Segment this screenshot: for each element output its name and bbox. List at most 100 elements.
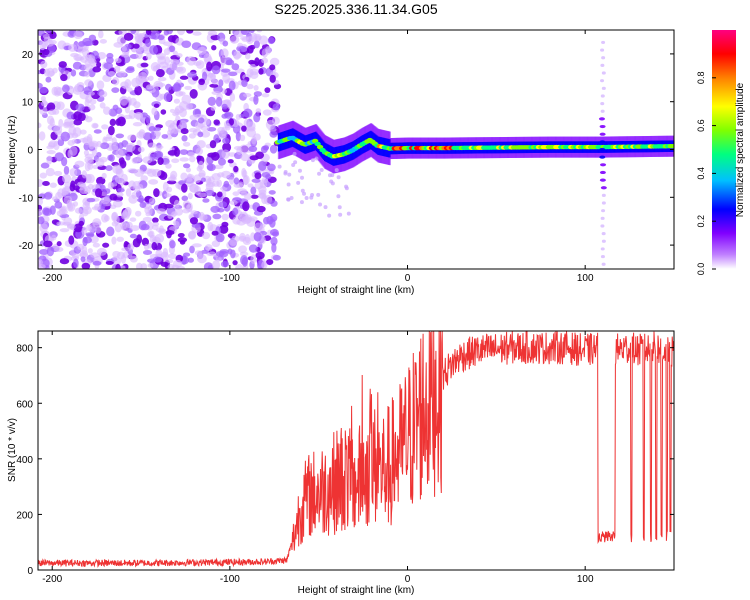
noise-blob — [39, 172, 47, 179]
noise-blob — [72, 61, 82, 70]
noise-blob — [158, 61, 169, 69]
noise-blob — [156, 208, 167, 215]
noise-blob — [233, 50, 241, 60]
noise-blob — [109, 193, 118, 201]
noise-blob — [158, 229, 167, 235]
noise-blob — [242, 169, 248, 178]
noise-blob — [91, 149, 98, 156]
noise-blob — [250, 254, 257, 264]
noise-blob — [239, 134, 246, 142]
vertical-spike-blob — [600, 247, 605, 251]
noise-blob — [103, 106, 111, 115]
noise-blob — [53, 125, 63, 134]
noise-blob — [78, 41, 86, 47]
noise-blob — [153, 188, 160, 198]
noise-blob — [84, 98, 90, 108]
noise-blob — [261, 93, 270, 98]
snr-ytick-label: 600 — [16, 399, 33, 410]
noise-blob — [81, 262, 91, 269]
noise-blob — [229, 200, 238, 206]
figure-title: S225.2025.336.11.34.G05 — [274, 1, 437, 17]
noise-blob — [215, 233, 225, 243]
noise-blob — [94, 188, 103, 198]
colorbar: 0.0 0.2 0.4 0.6 0.8 Normalized spectral ampl… — [696, 30, 746, 275]
noise-blob — [221, 221, 229, 228]
noise-blob — [82, 206, 92, 215]
noise-blob — [194, 250, 203, 256]
noise-blob — [224, 79, 230, 84]
spectrogram-ytick-label: -20 — [19, 241, 34, 252]
noise-blob — [262, 145, 269, 151]
noise-blob — [178, 91, 186, 96]
noise-blob — [139, 201, 147, 209]
spectrogram-ylabel: Frequency (Hz) — [7, 116, 18, 185]
noise-blob — [38, 198, 44, 206]
noise-blob — [118, 30, 127, 36]
noise-blob — [248, 145, 258, 152]
noise-blob — [206, 126, 217, 132]
noise-blob — [238, 245, 247, 254]
noise-blob — [122, 208, 131, 218]
noise-blob — [72, 127, 82, 137]
noise-blob — [160, 261, 169, 267]
noise-blob — [253, 94, 259, 105]
noise-blob — [79, 129, 87, 135]
noise-blob — [245, 52, 251, 60]
noise-blob — [143, 132, 153, 141]
vertical-spike-blob — [601, 262, 606, 266]
scatter-blob — [304, 196, 309, 201]
noise-blob — [123, 32, 134, 41]
scatter-blob — [338, 212, 343, 217]
noise-blob — [119, 95, 129, 106]
noise-blob — [205, 182, 216, 188]
noise-blob — [140, 175, 148, 182]
noise-blob — [111, 137, 118, 147]
noise-blob — [145, 114, 151, 124]
noise-blob — [60, 131, 71, 142]
noise-blob — [156, 52, 167, 59]
noise-blob — [212, 260, 221, 269]
spectrogram-xtick-label: 100 — [577, 273, 594, 284]
noise-blob — [261, 171, 271, 178]
vertical-spike-blob — [598, 117, 605, 121]
noise-blob — [130, 225, 140, 231]
noise-blob — [92, 164, 99, 170]
noise-blob — [184, 85, 192, 90]
noise-blob — [193, 174, 202, 183]
noise-blob — [146, 84, 154, 90]
noise-blob — [77, 243, 85, 251]
noise-blob — [223, 57, 233, 66]
noise-blob — [124, 79, 132, 89]
noise-blob — [240, 30, 250, 35]
noise-blob — [210, 106, 216, 111]
noise-blob — [262, 109, 272, 116]
noise-blob — [254, 57, 260, 67]
noise-blob — [269, 130, 278, 138]
noise-blob — [253, 40, 260, 49]
noise-blob — [211, 79, 219, 85]
noise-blob — [269, 74, 276, 83]
noise-blob — [155, 249, 163, 258]
noise-blob — [157, 157, 164, 166]
noise-blob — [70, 52, 79, 58]
noise-blob — [270, 236, 278, 246]
noise-blob — [177, 233, 185, 238]
vertical-spike-blob — [601, 232, 606, 236]
noise-blob — [170, 211, 176, 218]
noise-blob — [128, 180, 136, 190]
vertical-spike-blob — [601, 40, 606, 45]
noise-blob — [163, 48, 171, 56]
scatter-blob — [283, 169, 288, 174]
noise-blob — [108, 144, 119, 151]
noise-blob — [39, 222, 48, 233]
noise-blob — [256, 205, 266, 213]
noise-blob — [155, 82, 166, 88]
snr-plot-area — [38, 331, 674, 568]
noise-blob — [45, 167, 55, 177]
noise-blob — [39, 86, 48, 94]
noise-blob — [84, 63, 94, 71]
noise-blob — [220, 56, 227, 66]
noise-blob — [213, 119, 220, 126]
noise-blob — [126, 66, 135, 71]
noise-blob — [105, 165, 113, 172]
